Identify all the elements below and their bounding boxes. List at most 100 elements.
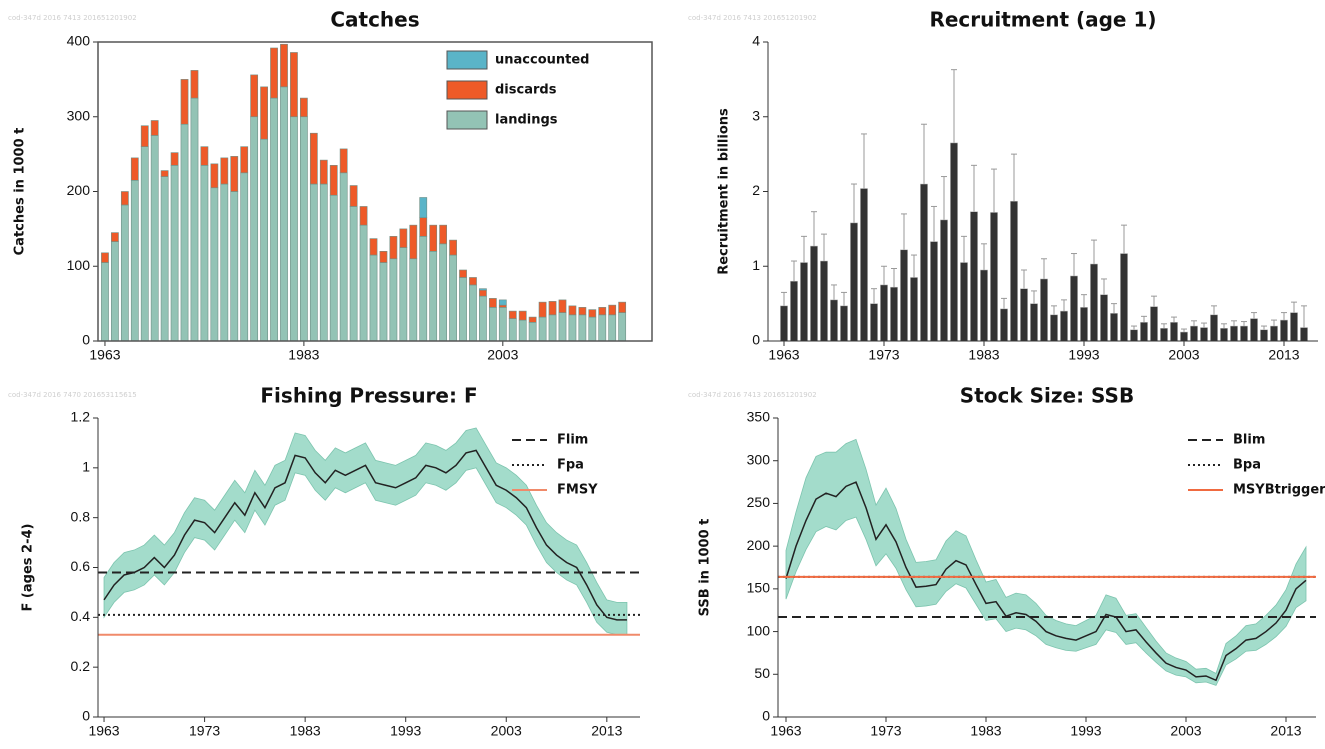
bar-segment bbox=[260, 86, 268, 140]
bar-segment bbox=[528, 322, 537, 342]
bar-segment bbox=[290, 52, 298, 118]
bar-segment bbox=[429, 251, 438, 342]
x-tick-label: 2003 bbox=[1170, 723, 1201, 739]
y-tick-label: 1 bbox=[82, 459, 90, 475]
bar bbox=[1170, 322, 1178, 342]
y-tick-label: 0.8 bbox=[71, 508, 91, 524]
bar-segment bbox=[548, 314, 557, 342]
x-tick-label: 1993 bbox=[390, 723, 421, 739]
y-tick-label: 3 bbox=[752, 107, 760, 123]
bar-segment bbox=[309, 183, 318, 342]
bar bbox=[1090, 263, 1098, 342]
bar-segment bbox=[130, 179, 139, 342]
y-tick-label: 50 bbox=[754, 665, 770, 681]
bar-segment bbox=[479, 295, 487, 342]
bar-segment bbox=[200, 165, 209, 342]
y-tick-label: 0 bbox=[82, 332, 90, 348]
bar-segment bbox=[190, 70, 199, 99]
bar-segment bbox=[439, 224, 448, 245]
x-tick-label: 2013 bbox=[1268, 347, 1299, 363]
x-tick-label: 1983 bbox=[290, 723, 321, 739]
bar-segment bbox=[578, 307, 587, 316]
bar-segment bbox=[180, 79, 189, 125]
bar bbox=[1190, 325, 1198, 342]
bar-segment bbox=[488, 298, 497, 308]
bar-segment bbox=[160, 170, 169, 177]
bar bbox=[1200, 327, 1208, 342]
bar-segment bbox=[260, 138, 268, 342]
bar-segment bbox=[548, 301, 557, 316]
bar-segment bbox=[101, 252, 109, 263]
bar-segment bbox=[459, 277, 467, 342]
x-tick-label: 1973 bbox=[868, 347, 899, 363]
line bbox=[785, 481, 1307, 682]
bar-segment bbox=[419, 236, 428, 342]
bar bbox=[810, 245, 818, 342]
x-tick-label: 1963 bbox=[768, 347, 799, 363]
x-tick-label: 1963 bbox=[89, 347, 120, 363]
bar-segment bbox=[230, 156, 239, 192]
bar-segment bbox=[618, 301, 627, 313]
bar bbox=[1010, 200, 1018, 342]
bar bbox=[990, 212, 998, 342]
bar-segment bbox=[111, 232, 119, 242]
chart-title: Catches bbox=[330, 8, 419, 32]
bar-segment bbox=[111, 241, 119, 342]
bar bbox=[1060, 310, 1068, 342]
bar-segment bbox=[419, 197, 428, 218]
y-tick-label: 0.2 bbox=[71, 658, 91, 674]
bar bbox=[830, 299, 838, 342]
bar bbox=[1180, 331, 1188, 342]
bar bbox=[1230, 325, 1238, 342]
bar-segment bbox=[339, 172, 348, 342]
bar bbox=[1260, 329, 1268, 342]
x-tick-label: 1963 bbox=[770, 723, 801, 739]
bar bbox=[1220, 328, 1228, 342]
bar-segment bbox=[150, 135, 159, 342]
bar-segment bbox=[449, 239, 457, 256]
bar bbox=[1130, 329, 1138, 342]
bar bbox=[880, 284, 888, 342]
bar bbox=[790, 280, 798, 342]
bar-segment bbox=[240, 146, 249, 174]
bar bbox=[1120, 253, 1128, 342]
watermark: cod-347d 2016 7470 201653115615 bbox=[8, 391, 137, 399]
bar-segment bbox=[449, 254, 457, 342]
x-tick-label: 1983 bbox=[288, 347, 319, 363]
bar-segment bbox=[210, 187, 219, 342]
bar-segment bbox=[598, 314, 607, 342]
x-tick-label: 2003 bbox=[487, 347, 518, 363]
bar-segment bbox=[130, 157, 139, 181]
bar-segment bbox=[220, 183, 229, 342]
legend-swatch bbox=[446, 80, 488, 100]
bar bbox=[920, 183, 928, 342]
bar-segment bbox=[220, 157, 229, 185]
bar-segment bbox=[200, 146, 209, 166]
bar-segment bbox=[469, 277, 477, 286]
bar-segment bbox=[280, 86, 288, 342]
y-tick-label: 250 bbox=[747, 494, 771, 510]
legend-label: MSYBtrigger bbox=[1233, 483, 1325, 498]
bar-segment bbox=[479, 288, 487, 291]
bar bbox=[840, 305, 848, 342]
bar bbox=[900, 249, 908, 342]
bar-segment bbox=[250, 116, 259, 342]
bar bbox=[1040, 278, 1048, 342]
bar bbox=[950, 142, 958, 342]
y-tick-label: 200 bbox=[67, 182, 91, 198]
bar bbox=[800, 262, 808, 342]
chart-title: Recruitment (age 1) bbox=[929, 8, 1156, 32]
watermark: cod-347d 2016 7413 201651201902 bbox=[688, 391, 817, 399]
x-tick-label: 1993 bbox=[1068, 347, 1099, 363]
bar-segment bbox=[518, 310, 527, 321]
y-tick-label: 350 bbox=[747, 409, 771, 425]
y-tick-label: 400 bbox=[67, 33, 91, 49]
bar bbox=[1070, 275, 1078, 342]
bar bbox=[980, 269, 988, 342]
x-tick-label: 1973 bbox=[870, 723, 901, 739]
bar-segment bbox=[558, 312, 567, 342]
y-tick-label: 0 bbox=[762, 708, 770, 724]
x-tick-label: 1983 bbox=[970, 723, 1001, 739]
watermark: cod-347d 2016 7413 201651201902 bbox=[8, 14, 137, 22]
